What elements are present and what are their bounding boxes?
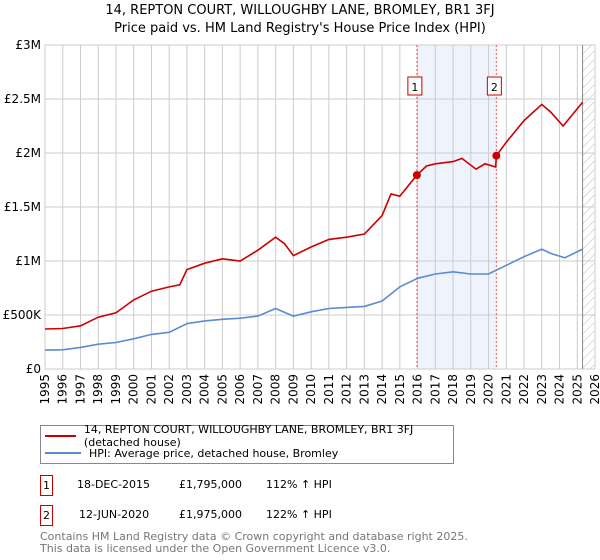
- x-tick-label: 1995: [38, 374, 52, 405]
- legend-label: HPI: Average price, detached house, Brom…: [89, 446, 339, 460]
- chart-subtitle: Price paid vs. HM Land Registry's House …: [114, 21, 486, 36]
- footer: Contains HM Land Registry data © Crown c…: [40, 531, 468, 555]
- x-tick-label: 2020: [482, 374, 496, 405]
- x-tick-label: 2006: [233, 374, 247, 405]
- marker-label: 1: [411, 81, 418, 94]
- transaction-row: 2 12-JUN-2020 £1,975,000 122% ↑ HPI: [40, 505, 440, 526]
- x-tick-label: 2014: [375, 374, 389, 405]
- x-tick-label: 2022: [517, 374, 531, 405]
- y-tick-label: £0: [26, 362, 41, 376]
- transaction-price: £1,795,000: [179, 478, 242, 491]
- x-tick-label: 2016: [411, 374, 425, 405]
- transaction-hpi: 112% ↑ HPI: [266, 478, 332, 491]
- x-tick-label: 2000: [127, 374, 141, 405]
- x-tick-label: 2008: [269, 374, 283, 405]
- transaction-date: 12-JUN-2020: [79, 508, 150, 521]
- x-tick-label: 2003: [180, 374, 194, 405]
- x-tick-label: 2021: [499, 374, 513, 405]
- marker-box: [486, 76, 502, 96]
- x-tick-label: 2007: [251, 374, 265, 405]
- legend-swatch-blue: [45, 452, 81, 454]
- legend: 14, REPTON COURT, WILLOUGHBY LANE, BROML…: [40, 423, 454, 464]
- transaction-row: 1 18-DEC-2015 £1,795,000 112% ↑ HPI: [40, 475, 440, 496]
- x-tick-label: 2019: [464, 374, 478, 405]
- x-tick-label: 2013: [357, 374, 371, 405]
- x-tick-label: 1996: [56, 374, 70, 405]
- series-line: [44, 101, 584, 330]
- legend-swatch-red: [45, 435, 76, 437]
- x-tick-label: 2010: [304, 374, 318, 405]
- x-tick-label: 2004: [198, 374, 212, 405]
- y-tick-label: £2M: [15, 146, 41, 160]
- transaction-date: 18-DEC-2015: [77, 478, 151, 491]
- price-chart: 1995 1996 1997 1998 1999 2000 2001 2002 2003 2004…: [3, 38, 600, 405]
- x-tick-label: 2023: [535, 374, 549, 405]
- footer-line: This data is licensed under the Open Gov…: [40, 542, 391, 555]
- x-tick-label: 2011: [322, 374, 336, 405]
- x-tick-label: 1997: [73, 374, 87, 405]
- y-tick-label: £2.5M: [4, 92, 41, 106]
- x-tick-label: 2017: [428, 374, 442, 405]
- series-line: [44, 248, 583, 351]
- sale-point: [412, 171, 421, 180]
- x-tick-label: 2009: [286, 374, 300, 405]
- marker-badge: 1: [40, 475, 53, 496]
- x-tick-label: 1999: [109, 374, 123, 405]
- marker-badge: 2: [40, 505, 53, 526]
- y-tick-label: £3M: [15, 38, 41, 52]
- marker-label: 2: [491, 81, 498, 94]
- x-tick-label: 2018: [446, 374, 460, 405]
- x-tick-label: 1998: [91, 374, 105, 405]
- y-tick-label: £500K: [3, 308, 43, 322]
- legend-item-hpi: HPI: Average price, detached house, Brom…: [45, 446, 338, 460]
- x-tick-label: 2024: [553, 374, 567, 405]
- footer-line: Contains HM Land Registry data © Crown c…: [40, 530, 468, 543]
- transaction-hpi: 122% ↑ HPI: [266, 508, 332, 521]
- legend-label: 14, REPTON COURT, WILLOUGHBY LANE, BROML…: [83, 423, 414, 449]
- x-tick-label: 2002: [162, 374, 176, 405]
- x-tick-label: 2012: [340, 374, 354, 405]
- x-tick-label: 2026: [588, 374, 600, 405]
- y-tick-label: £1M: [15, 254, 41, 268]
- x-tick-label: 2025: [570, 374, 584, 405]
- chart-title: 14, REPTON COURT, WILLOUGHBY LANE, BROML…: [105, 3, 495, 18]
- y-tick-label: £1.5M: [4, 200, 41, 214]
- x-tick-label: 2001: [144, 374, 158, 405]
- transaction-price: £1,975,000: [179, 508, 242, 521]
- marker-box: [407, 76, 423, 96]
- x-tick-label: 2015: [393, 374, 407, 405]
- legend-item-property: 14, REPTON COURT, WILLOUGHBY LANE, BROML…: [45, 423, 453, 449]
- x-tick-label: 2005: [215, 374, 229, 405]
- sale-point: [492, 151, 501, 160]
